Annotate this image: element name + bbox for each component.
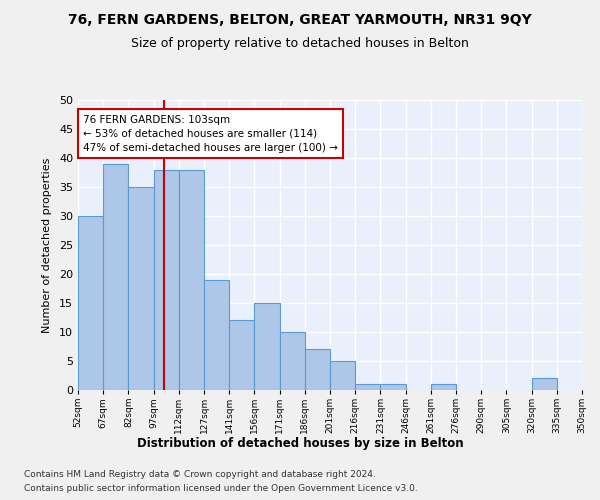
Bar: [103, 164, 128, 390]
Bar: [380, 384, 406, 390]
Text: Size of property relative to detached houses in Belton: Size of property relative to detached ho…: [131, 38, 469, 51]
Bar: [305, 350, 330, 390]
Bar: [330, 361, 355, 390]
Bar: [179, 170, 204, 390]
Text: 76, FERN GARDENS, BELTON, GREAT YARMOUTH, NR31 9QY: 76, FERN GARDENS, BELTON, GREAT YARMOUTH…: [68, 12, 532, 26]
Text: Contains HM Land Registry data © Crown copyright and database right 2024.: Contains HM Land Registry data © Crown c…: [24, 470, 376, 479]
Bar: [254, 303, 280, 390]
Bar: [355, 384, 380, 390]
Bar: [532, 378, 557, 390]
Text: Distribution of detached houses by size in Belton: Distribution of detached houses by size …: [137, 438, 463, 450]
Bar: [78, 216, 103, 390]
Bar: [154, 170, 179, 390]
Bar: [280, 332, 305, 390]
Text: 76 FERN GARDENS: 103sqm
← 53% of detached houses are smaller (114)
47% of semi-d: 76 FERN GARDENS: 103sqm ← 53% of detache…: [83, 114, 338, 152]
Bar: [204, 280, 229, 390]
Bar: [431, 384, 456, 390]
Y-axis label: Number of detached properties: Number of detached properties: [42, 158, 52, 332]
Text: Contains public sector information licensed under the Open Government Licence v3: Contains public sector information licen…: [24, 484, 418, 493]
Bar: [229, 320, 254, 390]
Bar: [128, 187, 154, 390]
